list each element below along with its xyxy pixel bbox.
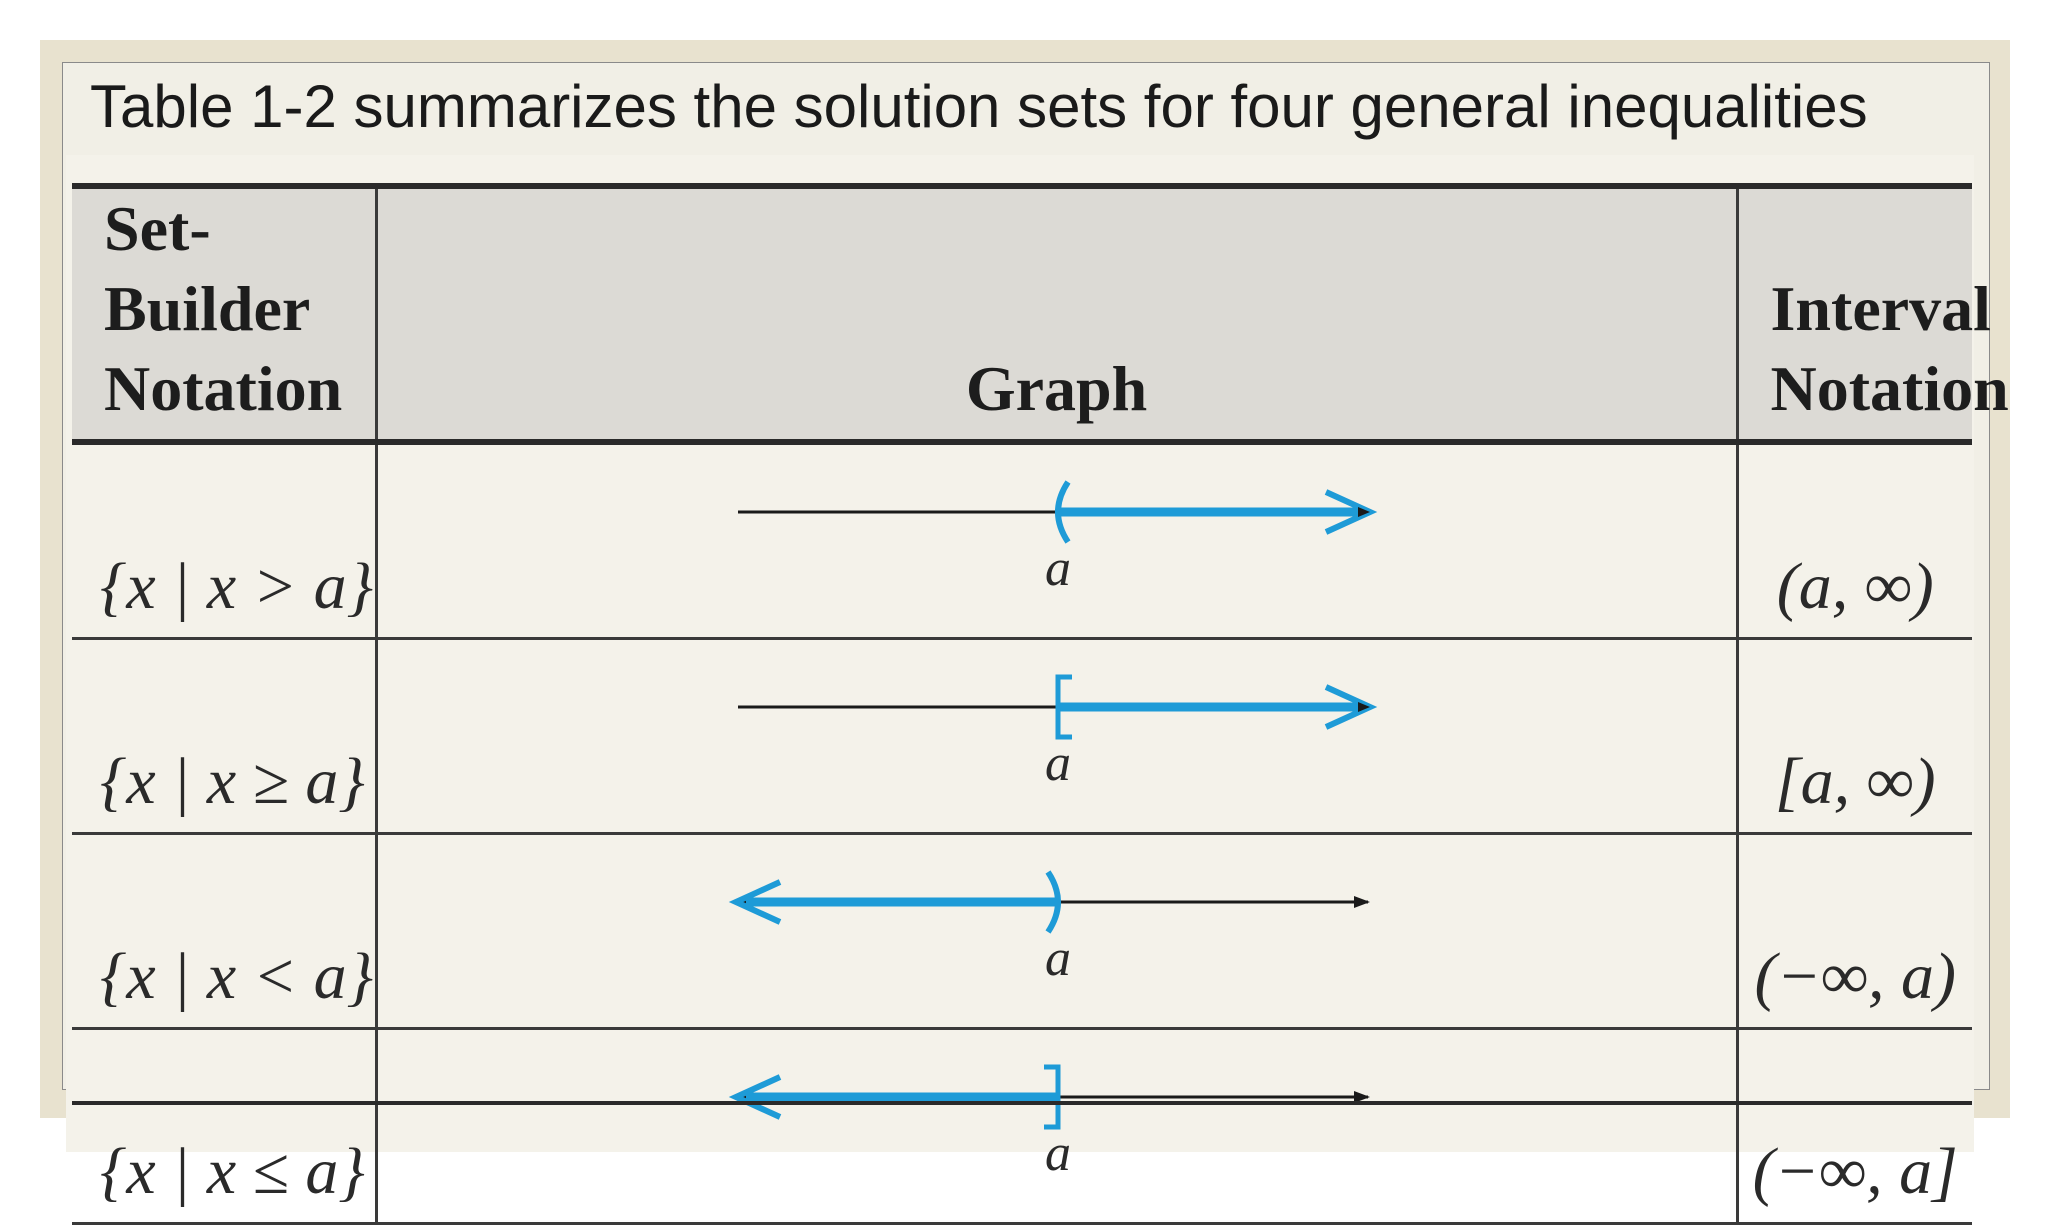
closed-endpoint-icon: [1055, 674, 1072, 740]
slide-title: Table 1-2 summarizes the solution sets f…: [90, 73, 1868, 140]
number-line-graph: a: [728, 1064, 1370, 1182]
table-row: {x | x > a} a (a, ∞): [72, 442, 1972, 640]
open-endpoint-icon: [1054, 480, 1071, 544]
arrow-tip-icon: [1357, 507, 1370, 517]
interval-notation: (−∞, a]: [1752, 1135, 1958, 1208]
point-label: a: [1045, 930, 1071, 987]
number-line-graph: a: [728, 870, 1370, 987]
table-header-row: Set-Builder Notation Graph Interval Notati…: [72, 183, 2009, 445]
set-builder-notation: {x | x ≥ a}: [100, 745, 365, 818]
set-builder-cell: {x | x > a}: [72, 442, 378, 640]
graph-cell: a: [376, 1028, 1739, 1225]
point-label: a: [1045, 735, 1071, 792]
set-builder-notation: {x | x > a}: [100, 550, 374, 623]
header-interval: Interval Notation: [1737, 183, 2009, 445]
point-label: a: [1045, 540, 1071, 597]
table-row: {x | x < a} a (−∞, a): [72, 833, 1972, 1030]
table-bottom-rule: [72, 1101, 1972, 1105]
header-set-builder: Set-Builder Notation: [72, 183, 378, 445]
set-builder-cell: {x | x < a}: [72, 833, 378, 1030]
open-endpoint-icon: [1044, 870, 1061, 934]
graph-cell: a: [376, 442, 1739, 640]
number-line-graph: a: [737, 480, 1377, 597]
closed-endpoint-icon: [1043, 1064, 1060, 1130]
header-graph: Graph: [376, 183, 1739, 445]
set-builder-notation: {x | x < a}: [100, 940, 374, 1013]
set-builder-cell: {x | x ≥ a}: [72, 638, 378, 835]
table-row: {x | x ≥ a} a [a, ∞): [72, 638, 1972, 835]
interval-cell: (−∞, a]: [1737, 1028, 1972, 1225]
interval-notation: (−∞, a): [1754, 940, 1957, 1013]
interval-cell: [a, ∞): [1737, 638, 1972, 835]
arrow-right-small-icon: [1353, 896, 1370, 908]
arrow-tip-icon: [1357, 702, 1370, 712]
inequality-table: Set-Builder Notation Graph Interval Notati…: [72, 183, 2009, 1225]
interval-cell: (a, ∞): [1737, 442, 1972, 640]
arrow-left-icon: [728, 879, 781, 925]
graph-cell: a: [376, 833, 1739, 1030]
graph-cell: a: [376, 638, 1739, 835]
interval-cell: (−∞, a): [1737, 833, 1972, 1030]
set-builder-notation: {x | x ≤ a}: [100, 1135, 365, 1208]
set-builder-cell: {x | x ≤ a}: [72, 1028, 378, 1225]
number-line-graph: a: [737, 674, 1377, 792]
interval-notation: [a, ∞): [1774, 745, 1936, 818]
arrow-left-icon: [728, 1074, 781, 1120]
interval-notation: (a, ∞): [1776, 550, 1934, 623]
arrow-right-small-icon: [1353, 1091, 1370, 1103]
point-label: a: [1045, 1125, 1071, 1182]
table-row: {x | x ≤ a} a (−∞, a]: [72, 1028, 1972, 1225]
